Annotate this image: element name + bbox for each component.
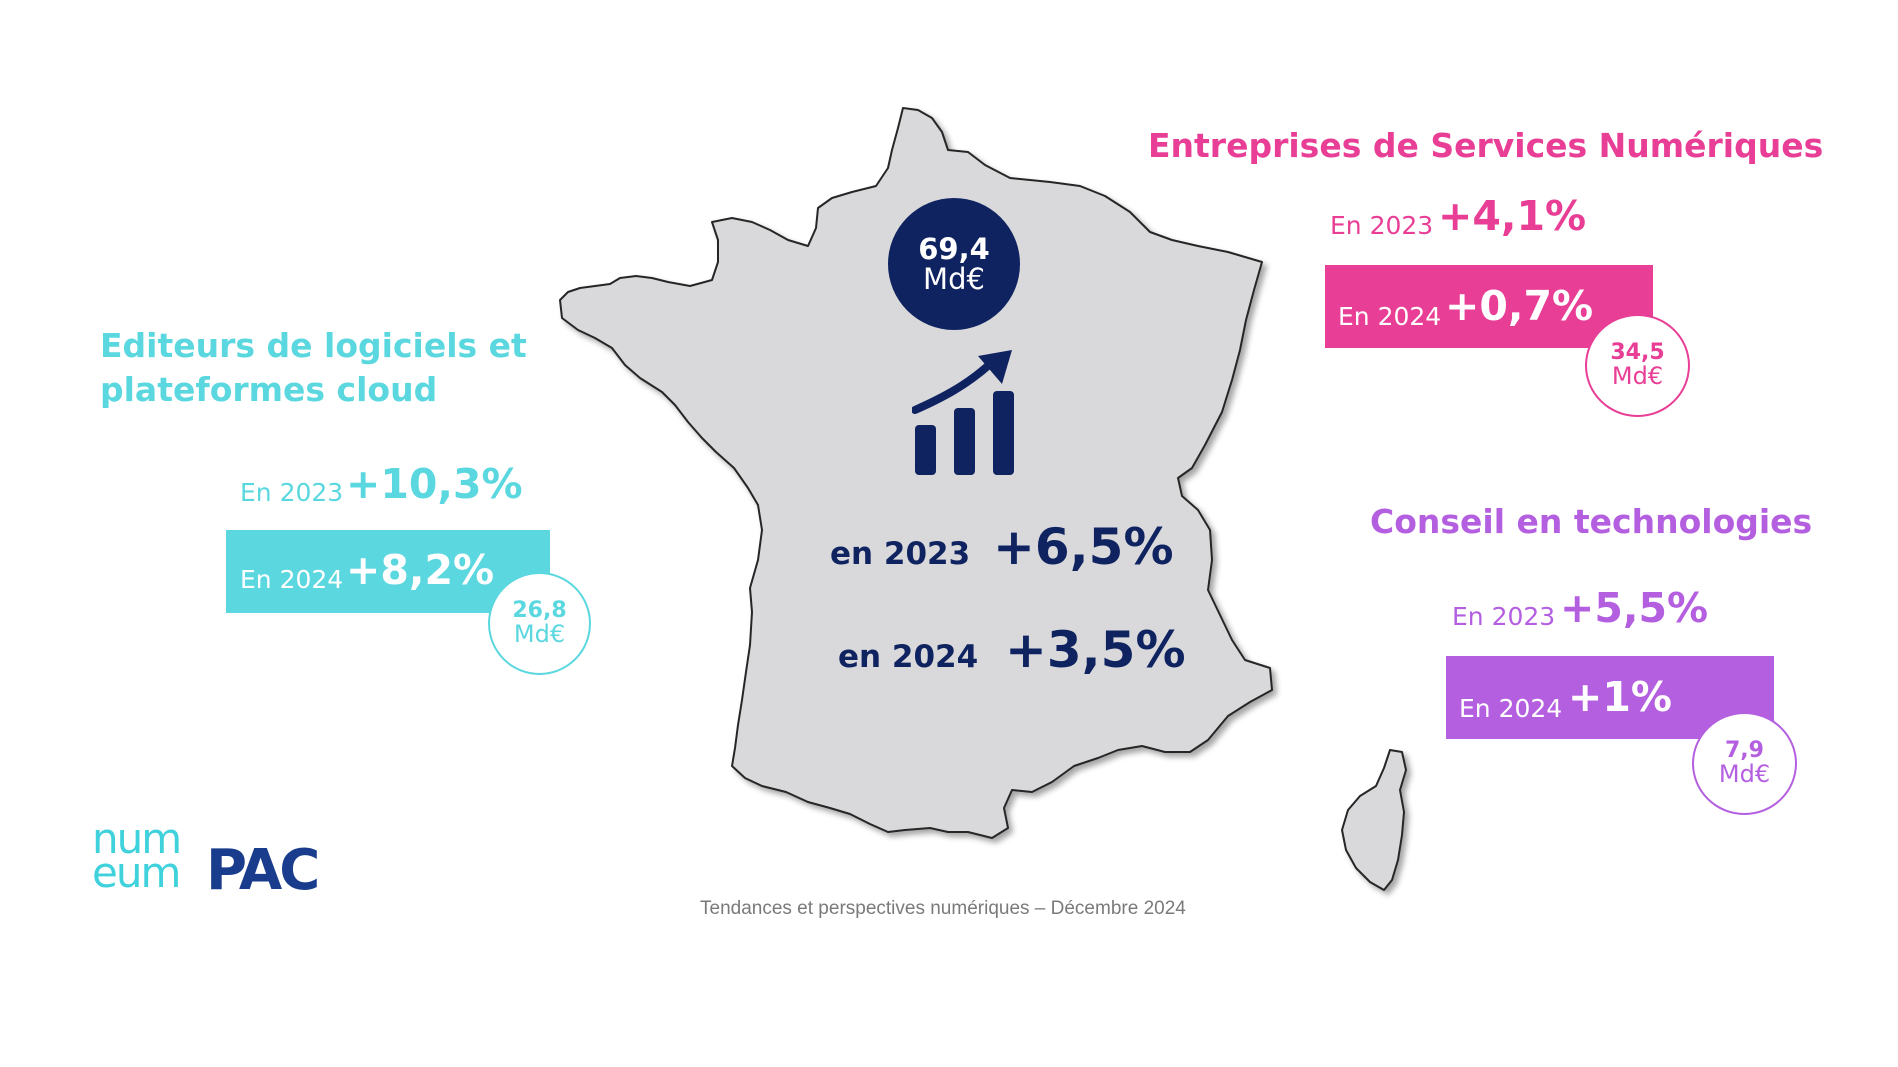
conseil-2023-value: +5,5% [1560,584,1709,632]
editeurs-title-line2: plateformes cloud [100,370,438,409]
editeurs-2023-value: +10,3% [346,460,523,508]
editeurs-size-bubble: 26,8 Md€ [488,572,591,675]
total-market-unit: Md€ [923,262,985,296]
conseil-size-unit: Md€ [1718,760,1771,789]
growth-chart-icon [912,350,1014,475]
editeurs-2024-label: En 2024 [240,565,344,594]
pac-logo: PAC [206,838,320,903]
numeum-logo-line2: eum [92,848,181,898]
esn-size-unit: Md€ [1611,362,1664,391]
esn-title: Entreprises de Services Numériques [1148,126,1824,165]
editeurs-title-line1: Editeurs de logiciels et [100,326,527,365]
center-2024-value: +3,5% [1005,621,1186,679]
conseil-size-value: 7,9 [1725,738,1764,764]
center-2024-label: en 2024 [838,639,979,675]
conseil-2024-label: En 2024 [1459,694,1563,723]
editeurs-2023-label: En 2023 [240,478,344,507]
footer-caption: Tendances et perspectives numériques – D… [700,898,1186,919]
esn-size-bubble: 34,5 Md€ [1585,314,1690,417]
total-market-bubble: 69,4 Md€ [888,198,1020,330]
total-market-value: 69,4 [918,231,990,266]
conseil-2023-label: En 2023 [1452,602,1556,631]
esn-2024-value: +0,7% [1445,282,1594,330]
editeurs-size-unit: Md€ [513,620,566,649]
corsica-shape [1341,749,1407,891]
conseil-size-bubble: 7,9 Md€ [1692,712,1797,815]
esn-2023-value: +4,1% [1438,192,1587,240]
numeum-logo: num eum [92,814,182,898]
numeum-logo-line1: num [92,814,182,863]
esn-2023-label: En 2023 [1330,211,1434,240]
editeurs-size-value: 26,8 [512,598,567,624]
editeurs-2024-value: +8,2% [346,546,495,594]
center-2023-label: en 2023 [830,536,971,572]
center-2023-value: +6,5% [993,518,1174,576]
pac-logo-text: PAC [206,838,320,903]
esn-size-value: 34,5 [1610,340,1665,366]
esn-2024-bar: En 2024 +0,7% [1325,265,1653,348]
esn-2024-label: En 2024 [1338,302,1442,331]
conseil-title: Conseil en technologies [1370,502,1813,541]
conseil-2024-value: +1% [1568,673,1672,721]
